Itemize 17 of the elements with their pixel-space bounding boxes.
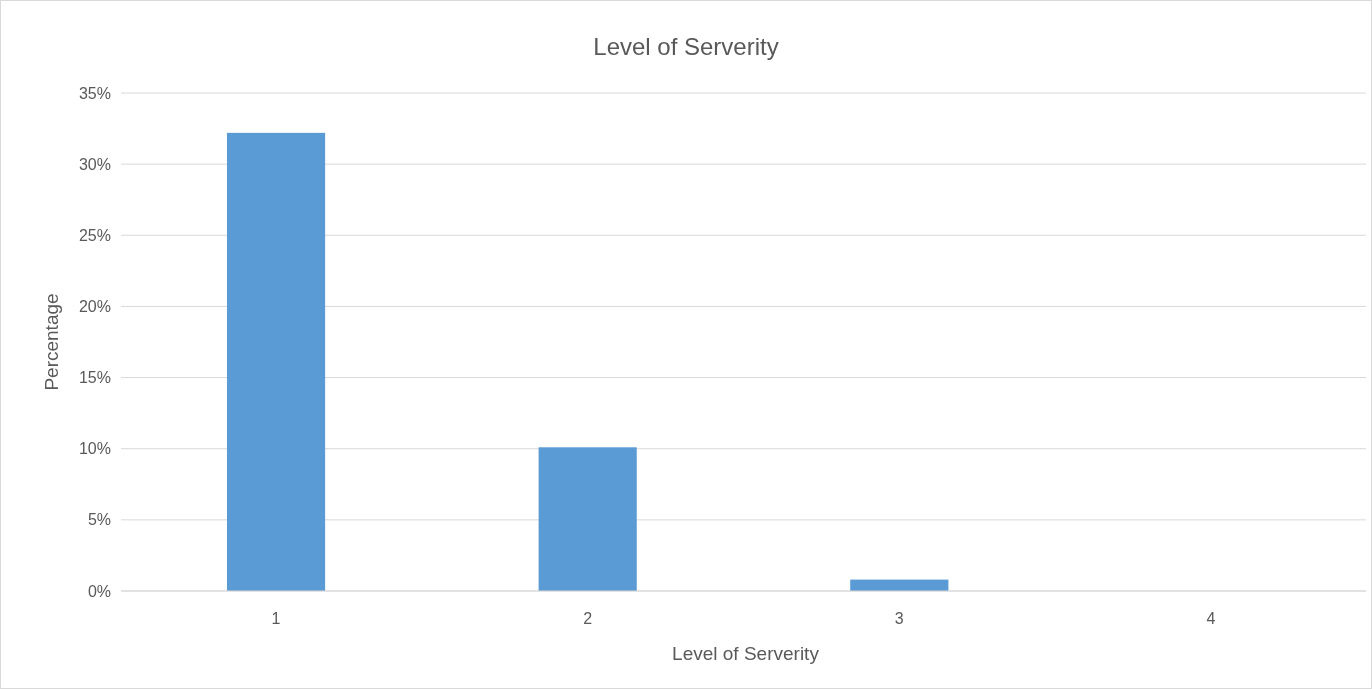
chart-title: Level of Serverity bbox=[593, 33, 779, 60]
bar bbox=[226, 132, 326, 591]
x-tick-label: 4 bbox=[1206, 610, 1216, 627]
y-tick-label: 25% bbox=[78, 226, 111, 244]
x-tick-label: 1 bbox=[271, 610, 281, 627]
y-axis-title: Percentage bbox=[41, 293, 62, 391]
bar bbox=[538, 447, 637, 591]
y-tick-label: 5% bbox=[87, 511, 111, 529]
y-tick-label: 30% bbox=[78, 155, 111, 173]
y-tick-label: 10% bbox=[78, 440, 111, 458]
x-tick-label: 2 bbox=[583, 610, 593, 627]
y-tick-label: 0% bbox=[87, 582, 111, 600]
x-tick-label: 3 bbox=[894, 610, 904, 627]
y-tick-label: 15% bbox=[78, 369, 111, 387]
y-tick-label: 35% bbox=[78, 84, 111, 102]
x-axis-title: Level of Serverity bbox=[672, 643, 820, 664]
y-tick-label: 20% bbox=[78, 298, 111, 316]
